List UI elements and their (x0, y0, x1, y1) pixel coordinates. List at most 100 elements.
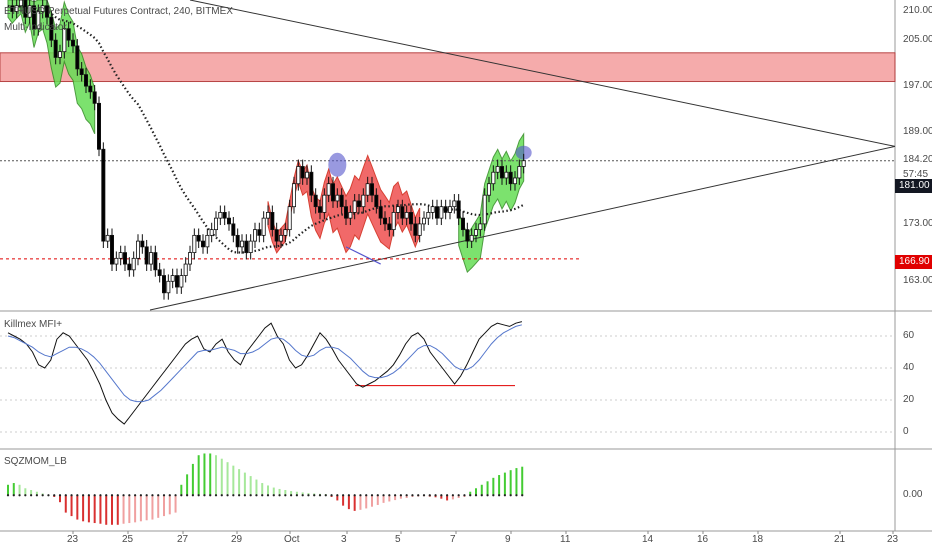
candle-body (361, 194, 366, 208)
candle-body (18, 0, 23, 7)
mfi-tick-label: 60 (903, 330, 915, 341)
sqz-dot (214, 494, 218, 497)
candle-body (118, 252, 123, 259)
sqz-dot (197, 494, 200, 497)
sqz-dot (82, 494, 85, 497)
candle-body (287, 206, 292, 231)
candle-body (161, 275, 166, 294)
candle-body (58, 51, 63, 58)
candle-body (326, 183, 331, 196)
sqz-bar (232, 465, 235, 496)
sqz-dot (394, 494, 397, 497)
sqz-bar (388, 495, 391, 502)
sqz-dot (58, 494, 62, 497)
sqz-dot (388, 494, 391, 497)
sqz-dot (359, 494, 362, 497)
sqz-bar (64, 495, 67, 513)
sqz-dot (99, 494, 102, 497)
sqz-dot (70, 494, 73, 497)
candle-body (235, 234, 240, 248)
candle-body (213, 217, 218, 231)
candle-body (426, 212, 431, 219)
sqz-dot (18, 494, 21, 497)
sqz-dot (116, 494, 119, 497)
time-tick-label: Oct (284, 534, 300, 545)
sqz-bar (226, 462, 229, 496)
sqz-dot (53, 494, 56, 497)
candle-body (265, 212, 270, 219)
sqz-dot (272, 494, 275, 497)
candle-body (491, 171, 496, 185)
candle-body (504, 171, 509, 179)
sqz-dot (12, 494, 15, 497)
sqz-bar (440, 495, 443, 499)
sqz-dot (47, 494, 50, 497)
time-tick-label: 9 (505, 534, 511, 545)
time-tick-label: 27 (177, 534, 189, 545)
sqz-bar (220, 458, 223, 496)
sqz-dot (376, 494, 379, 497)
candle-body (348, 212, 353, 219)
sqz-dot (238, 494, 241, 497)
sqz-bar (99, 495, 102, 524)
sqz-dot (503, 494, 506, 497)
candle-body (439, 206, 444, 219)
time-tick-label: 3 (341, 534, 347, 545)
time-tick-label: 29 (231, 534, 243, 545)
symbol-title[interactable]: ETHUSD Perpetual Futures Contract, 240, … (4, 6, 233, 17)
sqz-dot (266, 494, 270, 497)
candle-body (473, 229, 478, 236)
sqz-dot (191, 494, 194, 497)
highlight-ellipse (328, 152, 347, 177)
candle-body (205, 234, 210, 248)
candle-body (495, 166, 500, 173)
mfi-tick-label: 0 (903, 426, 909, 437)
sqz-dot (134, 494, 137, 497)
moving-average-dotted (7, 4, 525, 254)
time-tick-label: 21 (834, 534, 846, 545)
candle-body (317, 206, 322, 213)
sqz-dot (64, 494, 67, 497)
candle-body (486, 183, 491, 196)
candle-body (239, 240, 244, 248)
sqz-dot (87, 494, 90, 497)
candle-body (322, 194, 327, 213)
candle-body (482, 194, 487, 225)
candle-body (32, 5, 37, 30)
candle-body (196, 234, 201, 242)
candle-body (79, 68, 84, 76)
candle-body (369, 183, 374, 196)
sqz-bar (76, 495, 79, 520)
sqz-bar (249, 476, 252, 496)
candle-body (335, 194, 340, 202)
candle-body (447, 206, 452, 213)
multi-indicator-label[interactable]: Multi-Indicator (4, 22, 67, 33)
candle-body (309, 171, 314, 196)
sqz-pane-title[interactable]: SQZMOM_LB (4, 456, 67, 467)
sqz-bar (24, 488, 27, 496)
sqz-dot (422, 494, 426, 497)
axis-layer (72, 531, 894, 534)
candle-body (97, 102, 102, 150)
candle-body (105, 234, 110, 242)
sqz-dot (295, 494, 298, 497)
triangle-upper-line (189, 0, 896, 147)
sqz-dot (151, 494, 154, 497)
sqz-bar (399, 495, 402, 499)
candle-body (49, 16, 54, 41)
sqz-dot (405, 494, 408, 497)
sqz-bar (503, 472, 506, 496)
sqz-dot (261, 494, 264, 497)
candle-body (478, 223, 483, 231)
sqz-bar (168, 495, 171, 515)
sqz-dot (474, 494, 478, 497)
candle-body (135, 240, 140, 259)
candle-body (140, 240, 145, 248)
sqz-layer (6, 453, 524, 525)
candle-body (27, 5, 32, 18)
sqz-dot (399, 494, 402, 497)
mfi-pane-title[interactable]: Killmex MFI+ (4, 319, 63, 330)
sqz-bar (180, 484, 183, 496)
sqz-bar (128, 495, 131, 524)
